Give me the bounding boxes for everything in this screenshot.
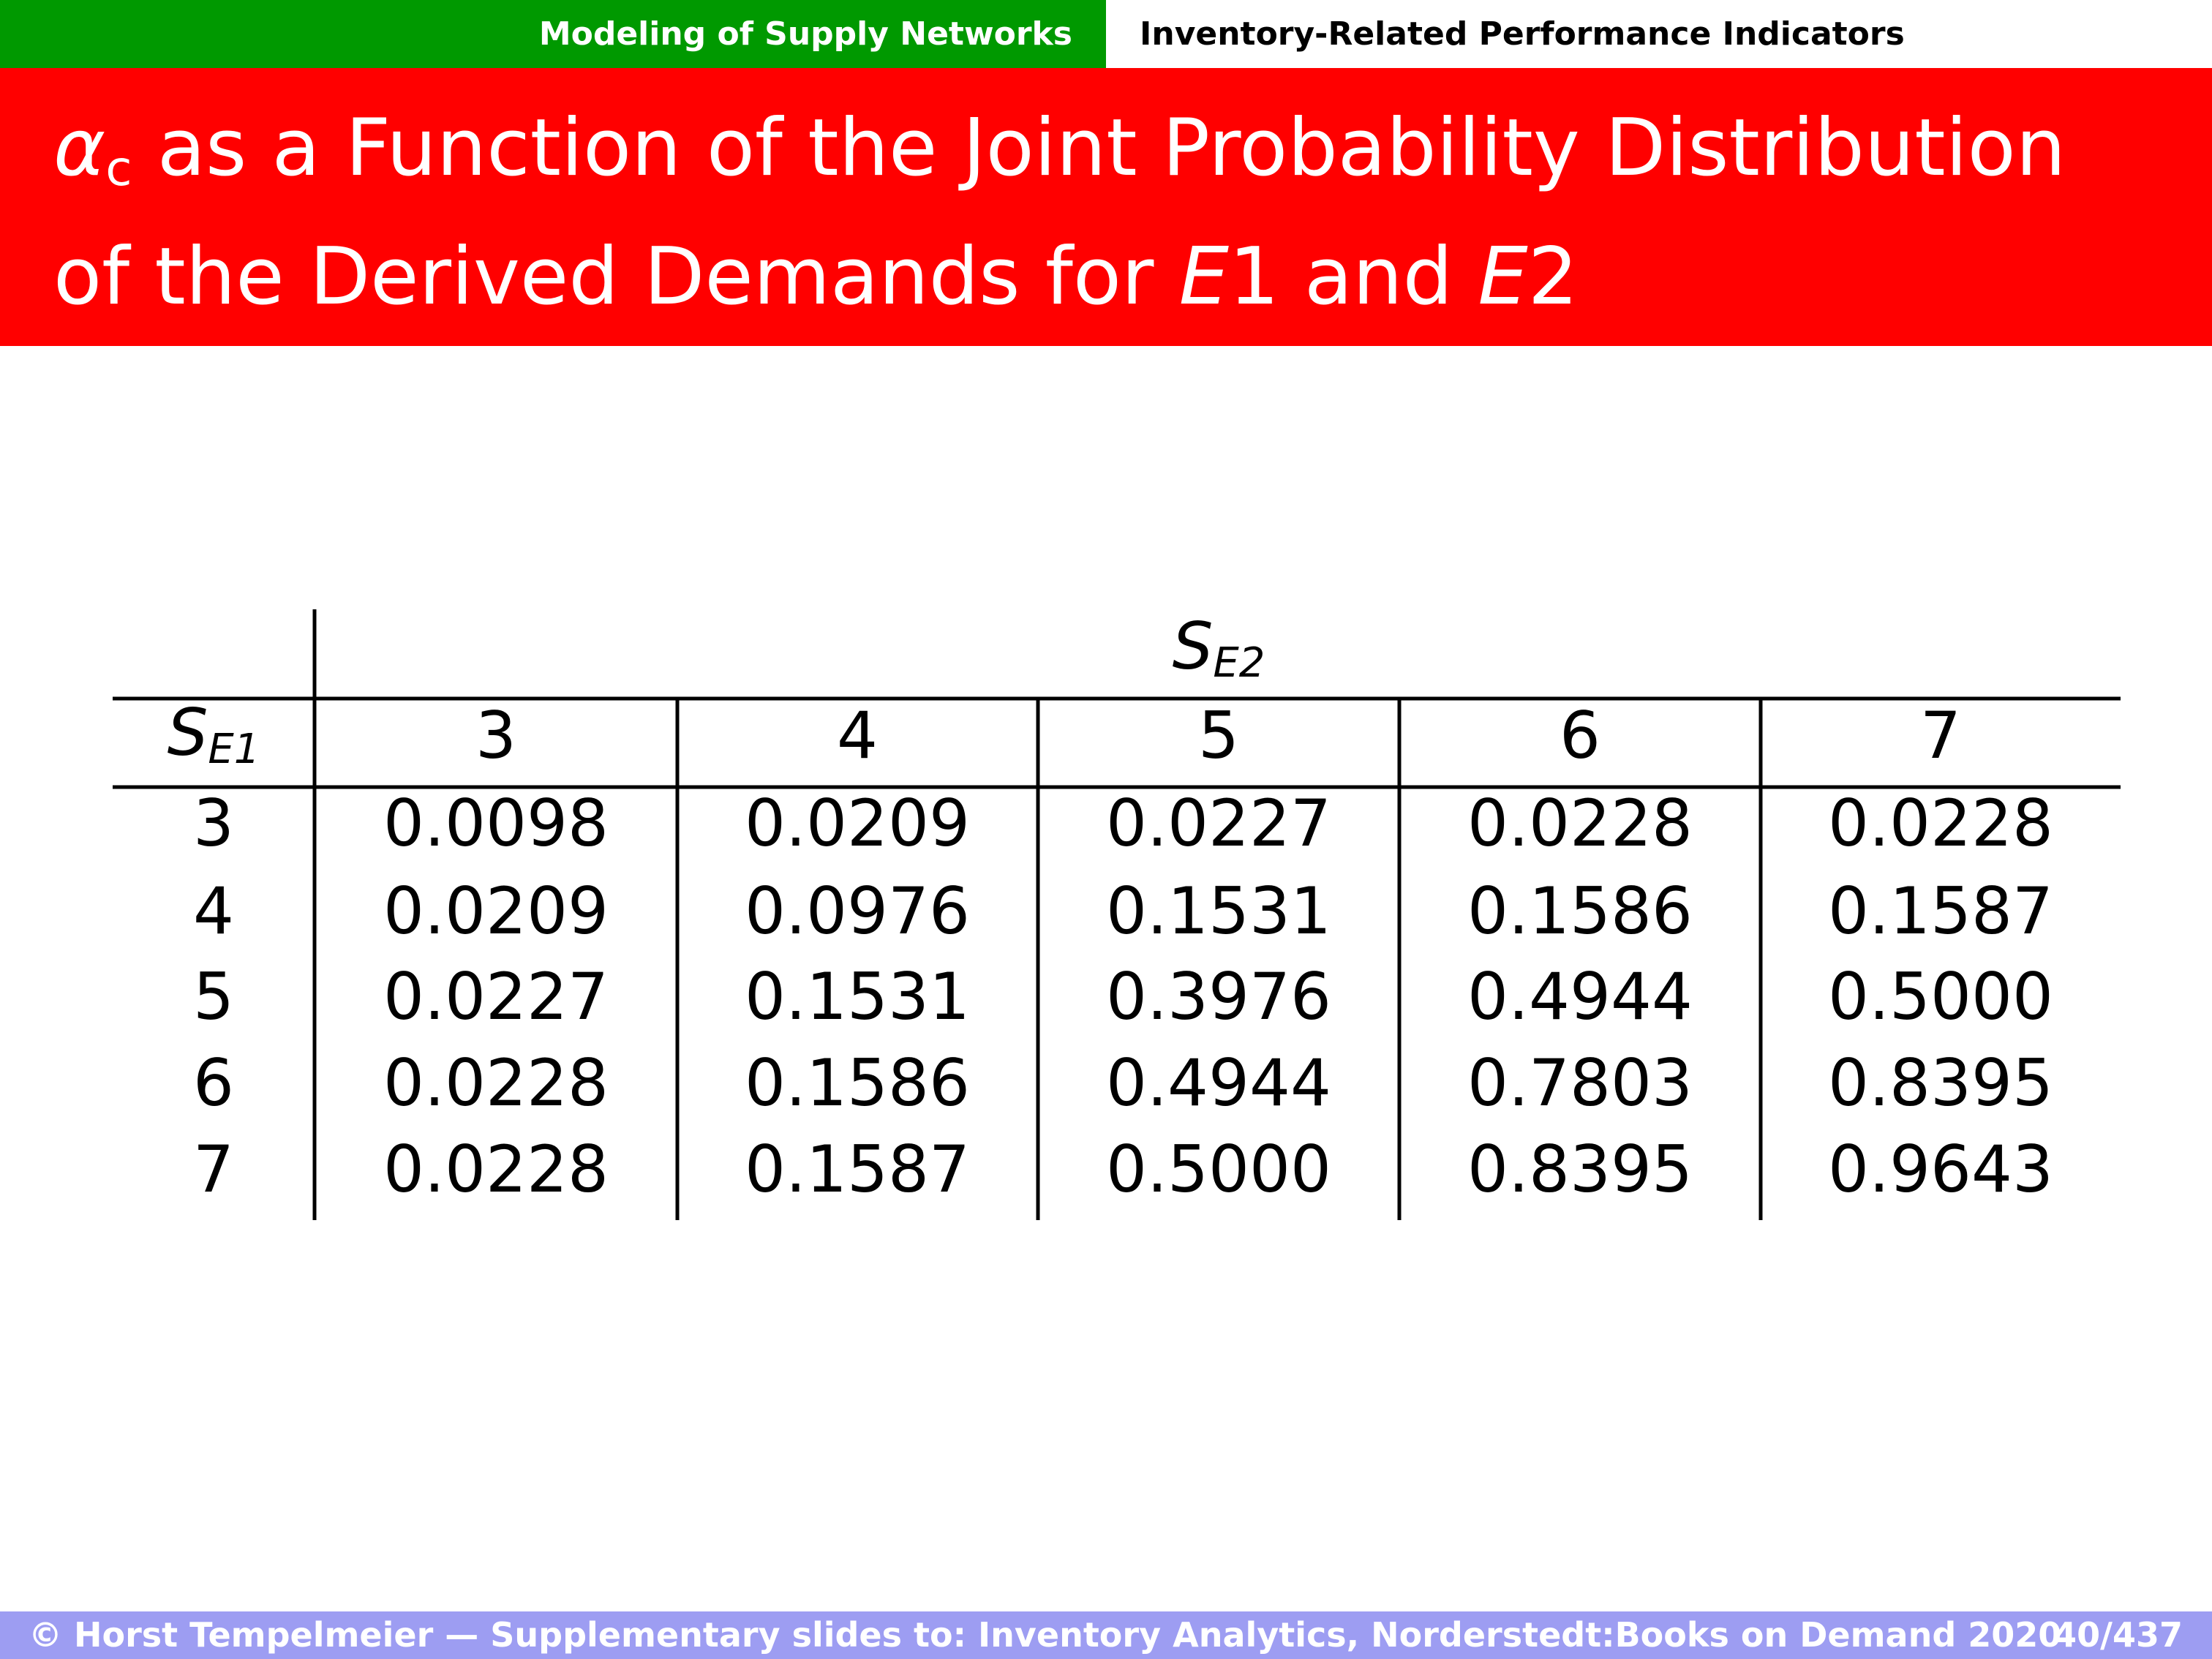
cell: 0.0209 xyxy=(745,786,970,861)
column-header: 5 xyxy=(1198,698,1239,773)
title-part: E xyxy=(1478,231,1528,323)
cell: 0.1587 xyxy=(1828,873,2053,949)
cell: 0.8395 xyxy=(1828,1045,2053,1121)
cell: 0.0209 xyxy=(383,873,609,949)
cell: 0.4944 xyxy=(1467,959,1693,1034)
page-number: 40/437 xyxy=(2053,1615,2183,1655)
cell: 0.5000 xyxy=(1828,959,2053,1034)
cell: 0.0227 xyxy=(383,959,609,1034)
symbol: S xyxy=(1173,609,1214,684)
cell: 0.1587 xyxy=(745,1132,970,1207)
column-header: 7 xyxy=(1920,698,1961,773)
cell: 0.1586 xyxy=(1467,873,1693,949)
row-label: 4 xyxy=(193,873,234,949)
title-part: c xyxy=(105,140,132,197)
title-part: 2 xyxy=(1527,231,1579,323)
cell: 0.0976 xyxy=(745,873,970,949)
footer-text: © Horst Tempelmeier — Supplementary slid… xyxy=(29,1615,2062,1655)
row-label: 7 xyxy=(193,1132,234,1207)
cell: 0.1586 xyxy=(745,1045,970,1121)
cell: 0.3976 xyxy=(1106,959,1331,1034)
cell: 0.0228 xyxy=(1467,786,1693,861)
symbol: S xyxy=(168,695,208,770)
subsection-tab: Inventory-Related Performance Indicators xyxy=(1140,15,1905,53)
row-header: SE1 xyxy=(168,695,260,773)
column-header: 4 xyxy=(837,698,878,773)
cell: 0.1531 xyxy=(745,959,970,1034)
cell: 0.0098 xyxy=(383,786,609,861)
footer: © Horst Tempelmeier — Supplementary slid… xyxy=(0,1611,2212,1659)
cell: 0.7803 xyxy=(1467,1045,1693,1121)
subscript: E2 xyxy=(1213,639,1265,687)
row-label: 6 xyxy=(193,1045,234,1121)
title-part: as a Function of the Joint Probability D… xyxy=(53,102,2066,323)
subscript: E1 xyxy=(208,726,260,773)
cell: 0.1531 xyxy=(1106,873,1331,949)
cell: 0.0228 xyxy=(383,1045,609,1121)
title-part: 1 xyxy=(1228,231,1279,323)
column-group-header: SE2 xyxy=(1173,609,1265,687)
cell: 0.8395 xyxy=(1467,1132,1693,1207)
title-part: and xyxy=(1279,231,1478,323)
title-part: E xyxy=(1178,231,1229,323)
row-label: 3 xyxy=(193,786,234,861)
column-header: 6 xyxy=(1560,698,1600,773)
row-label: 5 xyxy=(193,959,234,1034)
column-header: 3 xyxy=(475,698,516,773)
cell: 0.4944 xyxy=(1106,1045,1331,1121)
section-tab: Modeling of Supply Networks xyxy=(0,0,1106,68)
slide-title: αc as a Function of the Joint Probabilit… xyxy=(0,68,2212,346)
cell: 0.0227 xyxy=(1106,786,1331,861)
cell: 0.0228 xyxy=(1828,786,2053,861)
cell: 0.5000 xyxy=(1106,1132,1331,1207)
title-part: α xyxy=(53,102,106,194)
cell: 0.9643 xyxy=(1828,1132,2053,1207)
cell: 0.0228 xyxy=(383,1132,609,1207)
table: SE2 SE1 3 4 5 6 73 0.0098 0.0209 0.0227 0.0228 0.… xyxy=(113,609,2121,1220)
